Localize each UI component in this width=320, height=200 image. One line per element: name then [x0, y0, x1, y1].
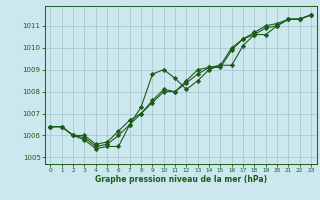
- X-axis label: Graphe pression niveau de la mer (hPa): Graphe pression niveau de la mer (hPa): [95, 175, 267, 184]
